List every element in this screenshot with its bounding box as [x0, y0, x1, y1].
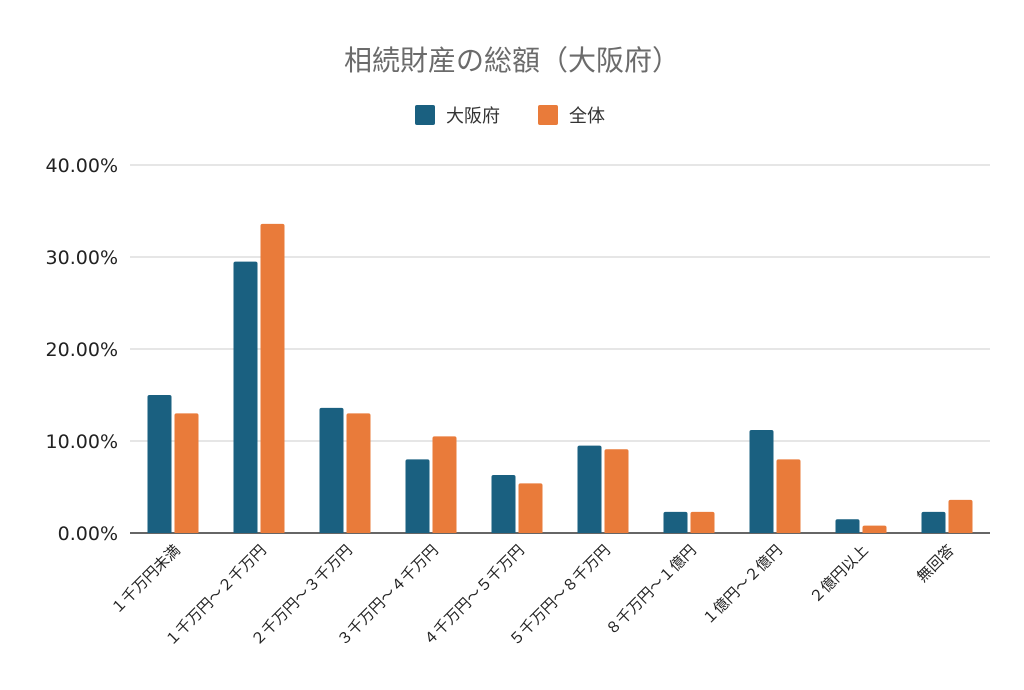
bar-osaka: [147, 395, 172, 533]
bar-osaka: [405, 459, 430, 533]
bar-overall: [690, 511, 715, 533]
legend: 大阪府 全体: [415, 105, 605, 127]
legend-swatch: [538, 105, 558, 125]
bar-overall: [862, 525, 887, 533]
bar-osaka: [835, 519, 860, 533]
bar-overall: [776, 459, 801, 533]
bar-overall: [346, 413, 371, 533]
y-tick-label: 20.00%: [46, 339, 118, 361]
bar-osaka: [749, 429, 774, 533]
bar-overall: [948, 499, 973, 533]
x-tick-label: １億円～２億円: [699, 541, 786, 628]
x-tick-label: １千万円未満: [107, 541, 183, 617]
gridlines: [130, 164, 990, 534]
bar-osaka: [921, 511, 946, 533]
bars: [147, 223, 973, 533]
y-tick-label: 10.00%: [46, 431, 118, 453]
bar-overall: [174, 413, 199, 533]
bar-osaka: [491, 475, 516, 533]
bar-overall: [260, 223, 285, 533]
x-axis: １千万円未満１千万円～２千万円２千万円～３千万円３千万円～４千万円４千万円～５千…: [107, 541, 957, 649]
y-tick-label: 0.00%: [58, 523, 118, 545]
bar-overall: [518, 483, 543, 533]
y-tick-label: 30.00%: [46, 247, 118, 269]
y-axis: 0.00% 10.00% 20.00% 30.00% 40.00%: [46, 155, 118, 545]
y-tick-label: 40.00%: [46, 155, 118, 177]
legend-swatch: [415, 105, 435, 125]
bar-osaka: [233, 261, 258, 533]
x-tick-label: ８千万円～１億円: [602, 541, 700, 639]
legend-label: 全体: [569, 106, 605, 127]
x-tick-label: ２億円以上: [806, 541, 872, 607]
chart-title: 相続財産の総額（大阪府）: [344, 44, 680, 77]
bar-overall: [432, 436, 457, 533]
x-tick-label: 無回答: [913, 541, 958, 586]
legend-label: 大阪府: [446, 106, 500, 127]
bar-osaka: [663, 511, 688, 533]
bar-overall: [604, 449, 629, 533]
bar-osaka: [577, 445, 602, 533]
bar-osaka: [319, 407, 344, 533]
